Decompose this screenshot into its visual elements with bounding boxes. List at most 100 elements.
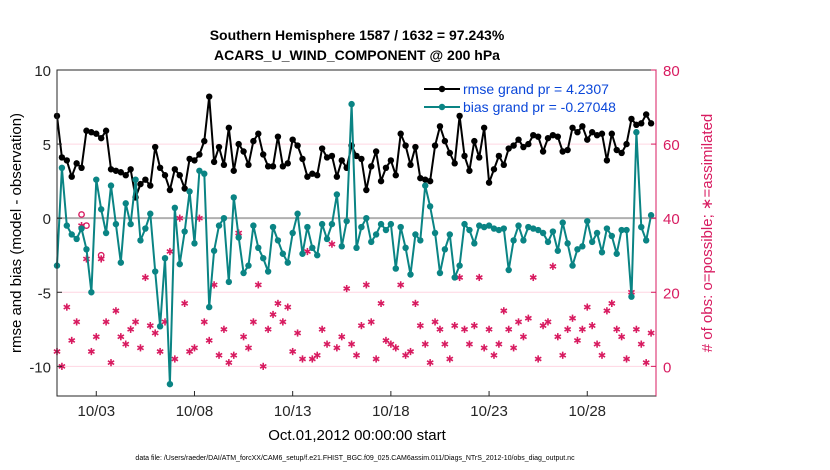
rmse-point — [471, 137, 478, 145]
obs-assimilated-point — [598, 351, 606, 359]
bias-point — [593, 229, 601, 237]
rmse-point — [476, 154, 483, 161]
obs-assimilated-point — [505, 325, 513, 333]
obs-assimilated-point — [406, 347, 415, 356]
star-stroke — [82, 256, 90, 262]
rmse-point — [309, 170, 316, 177]
rmse-point — [441, 137, 449, 145]
obs-assimilated-point — [544, 318, 552, 326]
obs-assimilated-point — [181, 299, 189, 307]
star-stroke — [156, 349, 164, 355]
rmse-point — [564, 146, 571, 154]
rmse-point — [78, 164, 85, 171]
bias-point — [603, 225, 611, 232]
obs-assimilated-point — [632, 325, 640, 333]
bias-point — [461, 220, 468, 228]
bias-point — [368, 238, 375, 246]
bias-point — [397, 223, 404, 231]
bias-point — [598, 249, 606, 256]
rmse-point — [235, 140, 242, 148]
bias-point — [412, 231, 419, 238]
star-stroke — [289, 349, 297, 355]
star-stroke — [181, 300, 189, 306]
bias-point — [274, 237, 282, 244]
rmse-point — [456, 112, 463, 120]
bias-point — [456, 262, 463, 269]
star-stroke — [446, 356, 454, 362]
rmse-point — [353, 152, 360, 160]
bias-point — [107, 182, 115, 189]
obs-assimilated-point — [92, 333, 100, 341]
rmse-point — [368, 163, 375, 170]
obs-assimilated-point — [642, 359, 650, 367]
obs-assimilated-point — [264, 325, 272, 333]
obs-assimilated-point — [559, 351, 567, 359]
star-stroke — [441, 341, 449, 347]
x-tick-label-0: 10/03 — [78, 403, 116, 420]
y-axis-right: 80 60 40 20 0 — [651, 63, 680, 376]
obs-assimilated-point — [500, 307, 508, 315]
obs-assimilated-point — [623, 355, 631, 363]
star-stroke — [107, 360, 115, 366]
rmse-point — [525, 140, 532, 148]
star-stroke — [240, 334, 248, 340]
bias-point — [78, 225, 85, 232]
rmse-point — [137, 180, 144, 188]
bias-point — [63, 222, 71, 229]
obs-assimilated-point — [436, 325, 444, 333]
rmse-point — [530, 132, 537, 139]
obs-assimilated-point — [73, 318, 81, 326]
bias-point — [422, 182, 429, 189]
star-stroke — [294, 330, 302, 336]
bias-series — [53, 100, 655, 388]
star-stroke — [112, 308, 120, 314]
star-stroke — [485, 326, 493, 332]
y-right-tick-label-3: 20 — [663, 285, 680, 302]
rmse-point — [260, 151, 267, 158]
obs-assimilated-point — [392, 344, 400, 352]
legend-rmse-marker — [438, 85, 446, 93]
bias-point — [407, 271, 414, 278]
obs-assimilated-point — [308, 355, 316, 363]
bias-point — [166, 380, 174, 388]
x-tick-label-1: 10/08 — [176, 403, 214, 420]
bias-point — [436, 269, 444, 277]
obs-assimilated-point — [588, 322, 596, 330]
star-stroke — [136, 345, 144, 351]
bias-point — [353, 244, 360, 252]
rmse-point — [181, 185, 188, 192]
bias-point — [181, 228, 188, 235]
star-stroke — [544, 319, 552, 325]
obs-assimilated-point — [205, 336, 213, 345]
star-stroke — [220, 326, 228, 332]
obs-assimilated-point — [240, 333, 248, 341]
star-stroke — [588, 323, 596, 329]
bias-point — [638, 223, 645, 231]
rmse-point — [230, 167, 237, 174]
rmse-point — [417, 174, 424, 182]
bias-point — [539, 229, 547, 237]
rmse-point — [500, 161, 507, 169]
star-stroke — [470, 323, 478, 329]
y-axis-right-label: # of obs: o=possible; ∗=assimilated — [699, 114, 716, 353]
obs-assimilated-point — [343, 284, 351, 293]
star-stroke — [495, 341, 503, 347]
obs-assimilated-point — [328, 240, 336, 248]
obs-assimilated-point — [352, 351, 361, 359]
rmse-point — [215, 143, 223, 151]
y-left-tick-label-4: -10 — [29, 359, 51, 376]
star-stroke — [559, 352, 567, 358]
rmse-point — [544, 134, 552, 142]
bias-point — [480, 223, 488, 231]
star-stroke — [117, 334, 125, 340]
rmse-point — [97, 134, 105, 142]
bias-point — [564, 240, 571, 247]
obs-assimilated-point — [279, 318, 287, 326]
bias-point — [230, 194, 237, 201]
bias-point — [363, 214, 370, 222]
obs-assimilated-point — [274, 299, 282, 307]
bias-point — [250, 222, 257, 229]
obs-possible-point — [83, 222, 90, 229]
bias-point — [235, 234, 242, 241]
